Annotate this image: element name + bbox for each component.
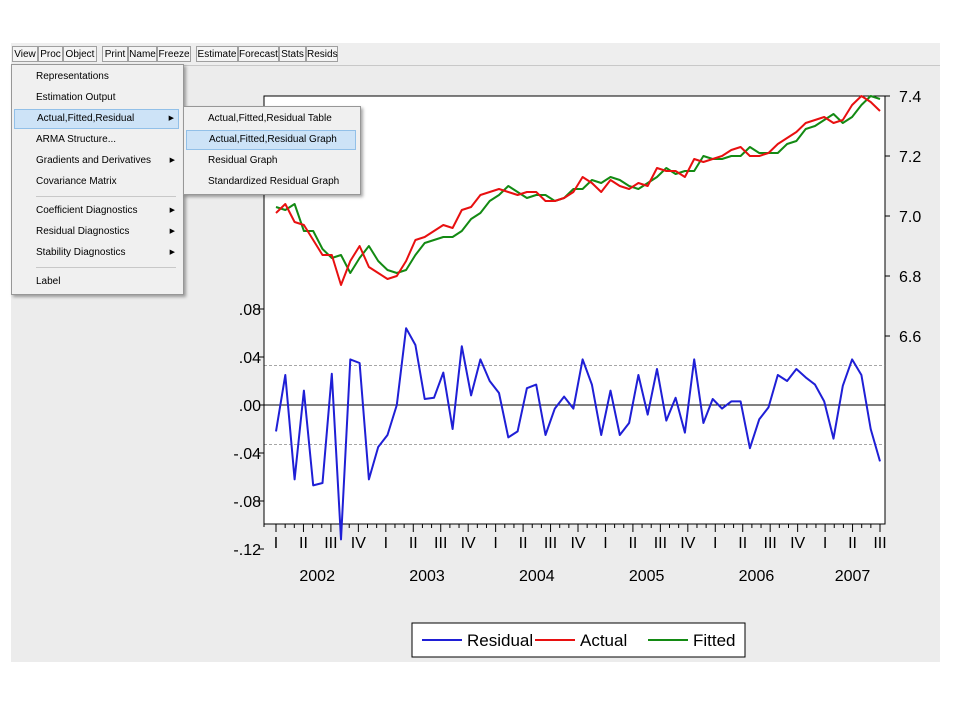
- quarter-label: II: [519, 535, 528, 552]
- submenu-arrow-icon: ▶: [169, 207, 175, 214]
- submenu-item-afr-graph[interactable]: Actual,Fitted,Residual Graph: [186, 130, 356, 150]
- actual-fitted-residual-submenu: Actual,Fitted,Residual Table Actual,Fitt…: [183, 106, 361, 195]
- name-button[interactable]: Name: [128, 46, 157, 62]
- actual-series-line: [275, 95, 881, 286]
- year-label: 2006: [739, 568, 775, 585]
- menu-item-label[interactable]: Label: [36, 276, 61, 287]
- legend: Residual Actual Fitted: [411, 622, 746, 658]
- menu-item-covariance-matrix[interactable]: Covariance Matrix: [36, 176, 117, 187]
- year-label: 2004: [519, 568, 555, 585]
- quarter-label: IV: [351, 535, 366, 552]
- stats-button[interactable]: Stats: [279, 46, 306, 62]
- menu-separator: [36, 196, 176, 197]
- quarter-label: I: [384, 535, 388, 552]
- menu-item-gradients-derivatives[interactable]: Gradients and Derivatives ▶: [14, 151, 179, 171]
- quarter-label: II: [628, 535, 637, 552]
- menu-item-residual-diagnostics[interactable]: Residual Diagnostics ▶: [14, 222, 179, 242]
- submenu-arrow-icon: ▶: [169, 249, 175, 256]
- submenu-item-residual-graph[interactable]: Residual Graph: [208, 155, 278, 166]
- left-tick-label: -.08: [233, 494, 261, 511]
- quarter-label: I: [713, 535, 717, 552]
- menu-separator: [36, 267, 176, 268]
- submenu-arrow-icon: ▶: [169, 228, 175, 235]
- quarter-label: IV: [790, 535, 805, 552]
- fitted-legend-label: Fitted: [693, 631, 736, 650]
- menu-item-arma-structure[interactable]: ARMA Structure...: [36, 134, 117, 145]
- fitted-series-line: [275, 95, 881, 274]
- estimate-button[interactable]: Estimate: [196, 46, 238, 62]
- actual-legend-label: Actual: [580, 631, 627, 650]
- quarter-label: I: [274, 535, 278, 552]
- quarter-label: III: [764, 535, 777, 552]
- left-tick-label: .08: [239, 302, 261, 319]
- submenu-item-afr-table[interactable]: Actual,Fitted,Residual Table: [208, 113, 332, 124]
- quarter-label: III: [544, 535, 557, 552]
- menu-item-actual-fitted-residual[interactable]: Actual,Fitted,Residual ▶: [14, 109, 179, 129]
- eviews-equation-window: View Proc Object Print Name Freeze Estim…: [11, 43, 940, 662]
- quarter-label: II: [409, 535, 418, 552]
- year-label: 2003: [409, 568, 445, 585]
- quarter-label: III: [873, 535, 886, 552]
- year-label: 2002: [299, 568, 335, 585]
- right-tick-label: 7.2: [899, 149, 921, 166]
- quarter-label: IV: [461, 535, 476, 552]
- series-lines: [275, 95, 881, 541]
- residual-legend-label: Residual: [467, 631, 533, 650]
- forecast-button[interactable]: Forecast: [238, 46, 279, 62]
- residual-series-line: [275, 327, 881, 541]
- quarter-label: I: [493, 535, 497, 552]
- quarter-label: III: [324, 535, 337, 552]
- quarter-label: IV: [570, 535, 585, 552]
- submenu-item-standardized-residual-graph[interactable]: Standardized Residual Graph: [208, 176, 340, 187]
- menu-item-representations[interactable]: Representations: [36, 71, 109, 82]
- right-tick-label: 6.8: [899, 269, 921, 286]
- quarter-label: I: [823, 535, 827, 552]
- resids-button[interactable]: Resids: [306, 46, 338, 62]
- view-button[interactable]: View: [12, 46, 38, 62]
- quarter-label: IV: [680, 535, 695, 552]
- menu-item-coefficient-diagnostics[interactable]: Coefficient Diagnostics ▶: [14, 201, 179, 221]
- freeze-button[interactable]: Freeze: [157, 46, 191, 62]
- right-tick-label: 6.6: [899, 329, 921, 346]
- quarter-label: II: [848, 535, 857, 552]
- quarter-label: II: [299, 535, 308, 552]
- submenu-arrow-icon: ▶: [168, 115, 174, 122]
- print-button[interactable]: Print: [102, 46, 128, 62]
- view-menu: Representations Estimation Output Actual…: [11, 64, 184, 295]
- right-tick-label: 7.0: [899, 209, 921, 226]
- left-tick-label: .04: [239, 350, 261, 367]
- menu-item-estimation-output[interactable]: Estimation Output: [36, 92, 116, 103]
- left-tick-label: -.04: [233, 446, 261, 463]
- menu-item-stability-diagnostics[interactable]: Stability Diagnostics ▶: [14, 243, 179, 263]
- quarter-label: I: [603, 535, 607, 552]
- proc-button[interactable]: Proc: [38, 46, 63, 62]
- submenu-arrow-icon: ▶: [169, 157, 175, 164]
- legend-box: [411, 622, 746, 658]
- x-axis: I II III IV I II III IV I II III IV I II III IV I II III IV…: [274, 524, 887, 585]
- right-axis: 7.4 7.2 7.0 6.8 6.6: [885, 89, 921, 346]
- object-button[interactable]: Object: [63, 46, 97, 62]
- left-tick-label: .00: [239, 398, 261, 415]
- quarter-label: II: [738, 535, 747, 552]
- equation-toolbar: View Proc Object Print Name Freeze Estim…: [11, 43, 940, 66]
- left-tick-label: -.12: [233, 542, 261, 559]
- quarter-label: III: [654, 535, 667, 552]
- year-label: 2007: [835, 568, 871, 585]
- year-label: 2005: [629, 568, 665, 585]
- quarter-label: III: [434, 535, 447, 552]
- right-tick-label: 7.4: [899, 89, 921, 106]
